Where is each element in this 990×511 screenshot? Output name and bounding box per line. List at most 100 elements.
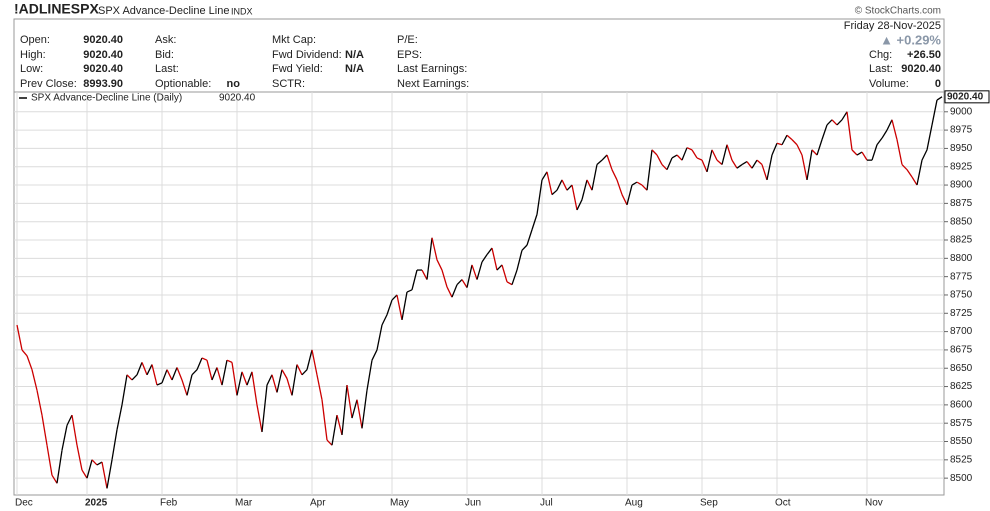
line-segment (541, 171, 548, 181)
line-segment (801, 154, 808, 181)
line-segment (341, 385, 348, 435)
line-segment (111, 429, 118, 460)
y-tick-label: 8500 (950, 473, 973, 484)
line-segment (56, 450, 63, 484)
line-segment (356, 399, 363, 429)
legend-label: SPX Advance-Decline Line (Daily) (31, 93, 182, 104)
line-segment (846, 111, 853, 150)
line-segment (451, 284, 458, 298)
field-label: P/E: (397, 34, 418, 46)
y-tick-label: 8675 (950, 345, 973, 356)
line-segment (656, 154, 663, 165)
y-tick-label: 8925 (950, 161, 973, 172)
line-segment (316, 374, 323, 400)
line-segment (126, 374, 133, 381)
line-segment (346, 384, 353, 419)
line-segment (666, 157, 673, 170)
y-tick-label: 8900 (950, 180, 973, 191)
line-segment (671, 154, 678, 159)
line-segment (601, 154, 608, 161)
line-segment (731, 159, 738, 169)
line-segment (776, 142, 783, 146)
line-segment (236, 371, 243, 396)
line-segment (726, 144, 733, 161)
line-segment (486, 247, 493, 256)
line-segment (911, 176, 918, 186)
line-segment (566, 184, 573, 191)
line-segment (301, 369, 308, 376)
line-segment (856, 151, 863, 156)
y-tick-label: 8775 (950, 271, 973, 282)
x-tick-label: Aug (625, 498, 643, 509)
line-segment (361, 390, 368, 429)
line-segment (631, 181, 638, 186)
x-tick-label: Jul (540, 498, 553, 509)
line-segment (526, 229, 533, 246)
y-tick-label: 8550 (950, 436, 973, 447)
line-segment (26, 355, 33, 370)
line-segment (431, 237, 438, 260)
line-segment (161, 369, 168, 384)
line-segment (596, 159, 603, 166)
line-segment (926, 124, 933, 151)
line-segment (531, 214, 538, 230)
y-tick-label: 8650 (950, 363, 973, 374)
line-segment (551, 189, 558, 196)
field-value: 9020.40 (83, 34, 123, 46)
watermark: © StockCharts.com (855, 6, 941, 17)
line-segment (186, 374, 193, 396)
line-segment (581, 179, 588, 200)
line-segment (116, 404, 123, 430)
line-segment (366, 360, 373, 391)
line-segment (716, 159, 723, 166)
x-tick-label: Dec (15, 498, 33, 509)
line-segment (406, 289, 413, 293)
line-segment (81, 469, 88, 479)
line-segment (861, 151, 868, 161)
field-label: Low: (20, 63, 43, 75)
line-segment (286, 378, 293, 396)
field-label: Next Earnings: (397, 78, 469, 90)
line-segment (791, 139, 798, 146)
field-label: Chg: (869, 49, 892, 61)
line-segment (546, 171, 553, 195)
line-segment (191, 369, 198, 376)
line-segment (31, 369, 38, 391)
line-segment (311, 349, 318, 375)
line-segment (691, 149, 698, 159)
y-tick-label: 8625 (950, 381, 973, 392)
line-segment (826, 119, 833, 126)
line-segment (251, 371, 258, 405)
line-segment (516, 250, 523, 271)
line-segment (61, 425, 68, 451)
line-segment (66, 414, 73, 426)
line-segment (181, 379, 188, 396)
line-segment (906, 169, 913, 178)
line-segment (276, 369, 283, 393)
line-segment (71, 415, 78, 446)
line-segment (211, 367, 218, 381)
quote-box (13, 18, 945, 93)
line-segment (51, 474, 58, 484)
line-segment (411, 269, 418, 290)
line-segment (261, 385, 268, 433)
field-label: Fwd Dividend: (272, 49, 342, 61)
quote-date: Friday 28-Nov-2025 (844, 20, 941, 32)
line-segment (271, 374, 278, 393)
line-segment (696, 157, 703, 161)
line-segment (521, 244, 528, 251)
line-segment (391, 294, 398, 301)
line-segment (456, 279, 463, 286)
line-segment (16, 324, 23, 351)
line-segment (376, 324, 383, 351)
line-segment (321, 399, 328, 441)
plot-area (13, 91, 945, 496)
field-value: N/A (345, 63, 364, 75)
y-tick-label: 9000 (950, 106, 973, 117)
line-segment (771, 143, 778, 156)
line-segment (626, 184, 633, 205)
field-label: Bid: (155, 49, 174, 61)
line-segment (171, 367, 178, 381)
y-tick-label: 8575 (950, 418, 973, 429)
line-segment (491, 247, 498, 271)
